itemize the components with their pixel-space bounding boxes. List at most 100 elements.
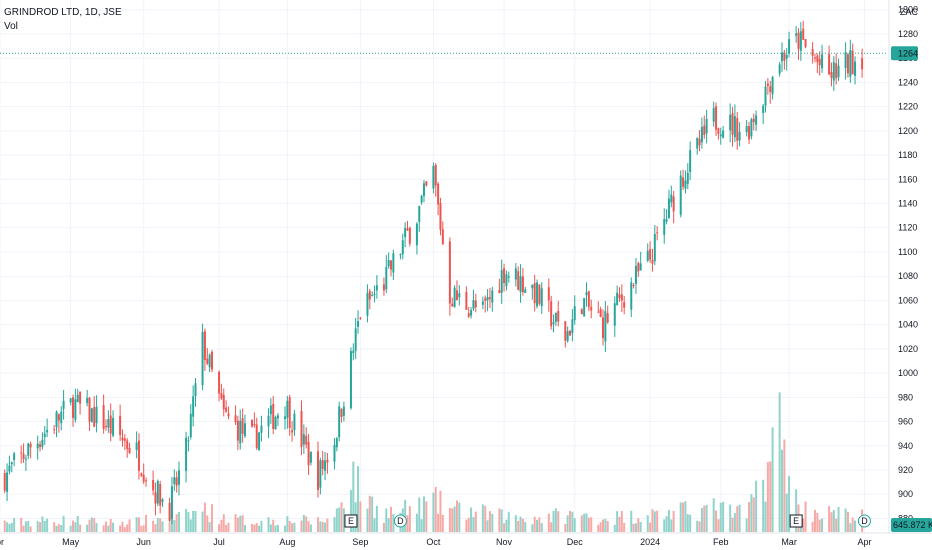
volume-bar	[321, 521, 324, 532]
volume-bar	[762, 479, 765, 532]
candle-body	[20, 452, 23, 454]
volume-bar	[3, 520, 6, 532]
candle-body	[145, 480, 148, 482]
volume-bar	[514, 515, 517, 532]
volume-bar	[39, 522, 42, 532]
candle-body	[771, 77, 774, 95]
event-marker-label: E	[793, 516, 799, 526]
candle-body	[587, 291, 590, 307]
candle-body	[286, 400, 289, 418]
volume-bar	[392, 513, 395, 532]
candle-body	[653, 233, 656, 262]
volume-bar	[672, 510, 675, 532]
volume-bar	[218, 524, 221, 532]
volume-bar	[583, 513, 586, 532]
candle-body	[851, 50, 854, 75]
volume-bar	[342, 508, 345, 532]
volume-bar	[854, 520, 857, 532]
candle-body	[439, 202, 442, 230]
volume-bar	[778, 392, 781, 532]
volume-bar	[86, 524, 89, 532]
volume-bar	[145, 514, 148, 532]
event-marker-label: D	[861, 516, 868, 526]
candle-body	[505, 274, 508, 287]
volume-bar	[679, 502, 682, 532]
candle-body	[39, 444, 42, 448]
volume-bar	[665, 516, 668, 532]
volume-bar	[821, 518, 824, 532]
candle-body	[342, 406, 345, 416]
candle-body	[861, 58, 864, 70]
candle-body	[406, 228, 409, 231]
candle-body	[121, 437, 124, 441]
candle-body	[399, 254, 402, 256]
candle-body	[251, 419, 254, 427]
candle-body	[189, 413, 192, 438]
volume-bar	[750, 494, 753, 532]
price-tick-label: 1020	[898, 344, 918, 354]
earnings-marker[interactable]: E	[789, 514, 803, 528]
volume-bar	[835, 518, 838, 532]
earnings-marker[interactable]: E	[344, 514, 358, 528]
time-tick-label: Nov	[496, 537, 513, 547]
candle-body	[27, 443, 30, 456]
price-tick-label: 1120	[898, 223, 917, 233]
candle-body	[104, 426, 107, 428]
candle-body	[764, 86, 767, 106]
candle-body	[618, 294, 621, 298]
candle-body	[613, 303, 616, 326]
candle-body	[425, 181, 428, 186]
volume-bar	[425, 501, 428, 532]
volume-bar	[682, 502, 685, 532]
volume-bar	[547, 513, 550, 532]
candle-body	[135, 442, 138, 451]
candle-body	[448, 241, 451, 304]
volume-bar	[517, 520, 520, 532]
volume-bar	[10, 522, 13, 532]
candle-body	[538, 284, 541, 304]
symbol-title[interactable]: GRINDROD LTD, 1D, JSE	[4, 7, 122, 18]
volume-bar	[234, 514, 237, 532]
volume-bar	[566, 515, 569, 532]
volume-bar	[802, 518, 805, 532]
time-axis[interactable]: pr May Jun Jul Aug Sep Oct Nov Dec 2024 Feb Mar Apr	[0, 537, 871, 547]
candle-body	[583, 297, 586, 317]
volume-bar	[284, 525, 287, 532]
candle-body	[788, 39, 791, 54]
volume-bar	[135, 517, 138, 532]
candle-body	[10, 462, 13, 465]
candle-body	[804, 39, 807, 47]
candle-body	[354, 328, 357, 351]
candle-body	[802, 28, 805, 40]
volume-bar	[637, 518, 640, 532]
volume-bar	[121, 521, 124, 532]
volume-bar	[458, 502, 461, 532]
volume-legend[interactable]: Vol	[4, 21, 18, 32]
candle-body	[338, 406, 341, 438]
price-axis-background	[889, 0, 932, 550]
candle-body	[547, 287, 550, 301]
candle-body	[152, 479, 155, 491]
time-tick-label: Feb	[713, 537, 729, 547]
candle-body	[420, 195, 423, 203]
candle-body	[762, 105, 765, 113]
dividend-marker[interactable]: D	[393, 514, 407, 528]
volume-bar	[488, 511, 491, 532]
candle-body	[253, 423, 256, 425]
volume-bar	[62, 515, 65, 532]
volume-bar	[620, 511, 623, 532]
volume-bar	[505, 519, 508, 532]
volume-bar	[503, 523, 506, 532]
volume-bar	[830, 512, 833, 532]
dividend-marker[interactable]: D	[857, 514, 871, 528]
candle-body	[60, 411, 63, 424]
candle-body	[220, 392, 223, 399]
candle-body	[375, 285, 378, 291]
volume-bar	[307, 521, 310, 532]
price-tick-label: 980	[898, 392, 913, 402]
candle-body	[580, 309, 583, 315]
volume-bar	[731, 517, 734, 532]
candle-body	[686, 172, 689, 184]
